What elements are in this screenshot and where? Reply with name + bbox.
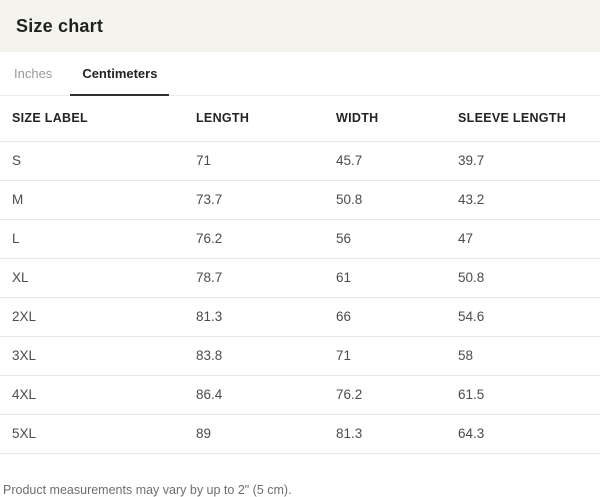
- table-cell-width: 61: [324, 258, 446, 298]
- table-row: XL 78.7 61 50.8: [0, 258, 600, 298]
- table-cell-size: S: [0, 141, 184, 181]
- page-title: Size chart: [16, 15, 104, 36]
- table-cell-size: 2XL: [0, 297, 184, 337]
- table-cell-size: XL: [0, 258, 184, 298]
- table-cell-size: L: [0, 219, 184, 259]
- table-row: M 73.7 50.8 43.2: [0, 180, 600, 220]
- table-cell-width: 50.8: [324, 180, 446, 220]
- table-row: 4XL 86.4 76.2 61.5: [0, 375, 600, 415]
- table-cell-length: 81.3: [184, 297, 324, 337]
- table-cell-sleeve: 58: [446, 336, 600, 376]
- table-cell-width: 56: [324, 219, 446, 259]
- table-cell-size: 5XL: [0, 414, 184, 454]
- size-table-container: SIZE LABEL LENGTH WIDTH SLEEVE LENGTH S 71 45…: [0, 96, 600, 469]
- table-cell-size: 4XL: [0, 375, 184, 415]
- column-header: SLEEVE LENGTH: [446, 96, 600, 142]
- table-cell-width: 81.3: [324, 414, 446, 454]
- table-cell-length: 71: [184, 141, 324, 181]
- table-row: L 76.2 56 47: [0, 219, 600, 259]
- size-table-head: SIZE LABEL LENGTH WIDTH SLEEVE LENGTH: [0, 96, 600, 142]
- unit-tabs: Inches Centimeters: [0, 52, 600, 96]
- table-row: 5XL 89 81.3 64.3: [0, 414, 600, 454]
- table-row: 3XL 83.8 71 58: [0, 336, 600, 376]
- table-cell-length: 89: [184, 414, 324, 454]
- table-cell-sleeve: 50.8: [446, 258, 600, 298]
- measurement-note: Product measurements may vary by up to 2…: [3, 483, 292, 497]
- table-cell-sleeve: 43.2: [446, 180, 600, 220]
- table-row: S 71 45.7 39.7: [0, 141, 600, 181]
- table-cell-sleeve: 61.5: [446, 375, 600, 415]
- table-cell-length: 83.8: [184, 336, 324, 376]
- table-cell-size: M: [0, 180, 184, 220]
- table-cell-sleeve: 47: [446, 219, 600, 259]
- column-header: LENGTH: [184, 96, 324, 142]
- table-cell-length: 86.4: [184, 375, 324, 415]
- table-cell-length: 76.2: [184, 219, 324, 259]
- table-cell-sleeve: 54.6: [446, 297, 600, 337]
- table-cell-sleeve: 64.3: [446, 414, 600, 454]
- table-cell-sleeve: 39.7: [446, 141, 600, 181]
- size-table: SIZE LABEL LENGTH WIDTH SLEEVE LENGTH S 71 45…: [0, 96, 600, 454]
- table-cell-width: 71: [324, 336, 446, 376]
- modal-header: Size chart: [0, 0, 600, 52]
- table-cell-width: 66: [324, 297, 446, 337]
- column-header: WIDTH: [324, 96, 446, 142]
- tab-inches-label: Inches: [14, 66, 53, 81]
- table-cell-width: 45.7: [324, 141, 446, 181]
- table-cell-width: 76.2: [324, 375, 446, 415]
- table-cell-size: 3XL: [0, 336, 184, 376]
- column-header: SIZE LABEL: [0, 96, 184, 142]
- table-row: 2XL 81.3 66 54.6: [0, 297, 600, 337]
- tab-inches[interactable]: Inches: [14, 52, 64, 95]
- header-row: SIZE LABEL LENGTH WIDTH SLEEVE LENGTH: [0, 96, 600, 142]
- tab-centimeters[interactable]: Centimeters: [70, 52, 170, 96]
- table-cell-length: 78.7: [184, 258, 324, 298]
- size-table-body: S 71 45.7 39.7 M 73.7 50.8 43.2 L 76.2 56 47 XL 78.7 6…: [0, 141, 600, 454]
- table-cell-length: 73.7: [184, 180, 324, 220]
- tab-centimeters-label: Centimeters: [82, 66, 158, 81]
